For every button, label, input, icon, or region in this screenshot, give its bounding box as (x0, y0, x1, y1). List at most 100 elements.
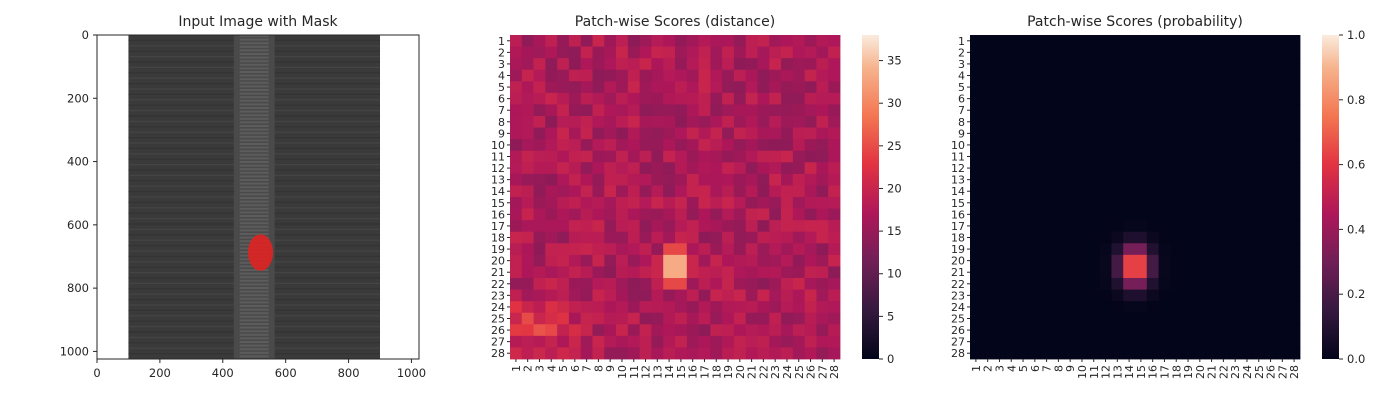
heatmap-cell (1040, 324, 1053, 337)
heatmap-cell (757, 173, 770, 186)
heatmap-cell (521, 278, 534, 290)
heatmap-cell (1217, 127, 1230, 140)
heatmap-cell (769, 254, 782, 267)
heatmap-cell (1170, 312, 1183, 325)
heatmap-cell (1064, 289, 1077, 302)
heatmap-cell (1111, 220, 1124, 233)
heatmap-cell (1017, 347, 1030, 360)
row-label: 10 (491, 139, 505, 152)
heatmap-cell (1040, 243, 1053, 256)
heatmap-cell (769, 208, 782, 221)
col-label: 28 (1288, 365, 1301, 379)
heatmap-cell (1087, 278, 1101, 290)
zipper-tooth (239, 117, 269, 120)
heatmap-cell (1264, 301, 1277, 314)
heatmap-cell (1158, 46, 1171, 59)
panel-probability-heatmap: Patch-wise Scores (probability) 12345678… (951, 14, 1365, 379)
zipper-tooth (239, 74, 269, 77)
heatmap-cell (557, 58, 570, 71)
zipper-tooth (239, 355, 269, 358)
heatmap-cell (1252, 116, 1266, 128)
heatmap-cell (1135, 208, 1148, 221)
heatmap-cell (710, 116, 723, 128)
heatmap-cell (816, 254, 829, 267)
heatmap-cell (970, 231, 983, 244)
heatmap-cell (1193, 92, 1207, 105)
heatmap-cell (604, 116, 617, 128)
heatmap-cell (1146, 347, 1159, 360)
heatmap-cell (1123, 58, 1136, 71)
heatmap-cell (1193, 243, 1207, 256)
heatmap-cell (769, 116, 782, 128)
col-label: 17 (698, 365, 711, 379)
heatmap-cell (675, 92, 688, 105)
heatmap-cell (1135, 127, 1148, 140)
heatmap-cell (545, 139, 558, 152)
heatmap-cell (1288, 278, 1301, 290)
heatmap-cell (1005, 197, 1018, 209)
zipper-tooth (239, 125, 269, 127)
colorbar-tick-label: 30 (887, 96, 902, 110)
heatmap-cell (521, 139, 534, 152)
heatmap-cell (1099, 127, 1112, 140)
heatmap-cell (580, 208, 593, 221)
heatmap-cell (981, 46, 994, 59)
row-label: 3 (958, 58, 965, 71)
heatmap-cell (1241, 289, 1254, 302)
heatmap-cell (545, 116, 558, 128)
heatmap-cell (1076, 116, 1089, 128)
heatmap-cell (616, 150, 629, 163)
heatmap-cell (580, 127, 593, 140)
heatmap-cell (1099, 278, 1112, 290)
heatmap-cell (698, 347, 711, 360)
heatmap-cell (1229, 335, 1242, 348)
heatmap-cell (510, 278, 523, 290)
heatmap-cell (521, 197, 534, 209)
heatmap-cell (616, 139, 629, 152)
heatmap-cell (1135, 301, 1148, 314)
heatmap-cell (757, 243, 770, 256)
heatmap-cell (1064, 58, 1077, 71)
heatmap-cell (663, 335, 676, 348)
heatmap-cell (592, 150, 605, 163)
heatmap-cell (1064, 243, 1077, 256)
heatmap-cell (1158, 301, 1171, 314)
heatmap-cell (521, 173, 534, 186)
heatmap-cell (1158, 150, 1171, 163)
heatmap-cell (1028, 150, 1042, 163)
heatmap-cell (1005, 220, 1018, 233)
heatmap-cell (745, 104, 758, 117)
heatmap-cell (1005, 116, 1018, 128)
heatmap-cell (970, 335, 983, 348)
heatmap-cell (981, 92, 994, 105)
heatmap-cell (686, 208, 699, 221)
heatmap-cell (604, 104, 617, 117)
heatmap-cell (1076, 266, 1089, 279)
heatmap-cell (745, 127, 758, 140)
heatmap-cell (639, 301, 652, 314)
col-label: 9 (1064, 365, 1077, 372)
heatmap-cell (1064, 173, 1077, 186)
heatmap-cell (616, 243, 629, 256)
zipper-tooth (239, 107, 269, 109)
col-label: 6 (1029, 365, 1042, 372)
heatmap-cell (1052, 92, 1065, 105)
heatmap-cell (1158, 69, 1171, 82)
colorbar-tick-label: 20 (887, 181, 902, 195)
row-label: 25 (951, 313, 965, 326)
zipper-tooth (239, 56, 269, 59)
heatmap-cell (568, 92, 582, 105)
heatmap-cell (1146, 301, 1159, 314)
heatmap-cell (722, 289, 735, 302)
heatmap-cell (686, 335, 699, 348)
heatmap-cell (604, 289, 617, 302)
heatmap-cell (792, 69, 806, 82)
zipper-tooth (239, 121, 269, 124)
heatmap-cell (545, 312, 558, 325)
heatmap-cell (1135, 243, 1148, 256)
heatmap-cell (686, 243, 699, 256)
heatmap-cell (792, 266, 806, 279)
heatmap-cell (970, 104, 983, 117)
heatmap-cell (781, 301, 794, 314)
heatmap-cell (1229, 231, 1242, 244)
